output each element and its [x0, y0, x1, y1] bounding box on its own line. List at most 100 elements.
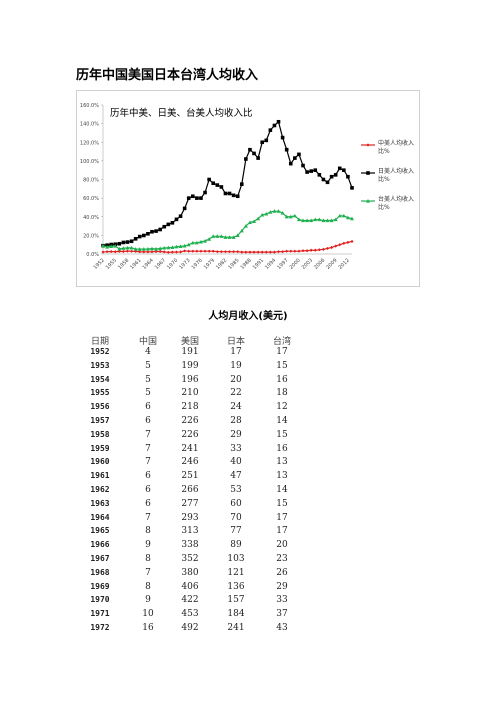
table-cell: 266: [181, 485, 199, 495]
marker: [174, 244, 179, 249]
table-cell: 7: [145, 429, 151, 440]
table-cell: 13: [276, 471, 288, 482]
marker: [268, 128, 273, 132]
table-cell: 1968: [90, 567, 110, 577]
marker: [178, 250, 183, 254]
table-cell: 20: [230, 374, 242, 385]
marker: [142, 233, 146, 238]
table-cell: 241: [181, 443, 199, 454]
marker: [293, 156, 297, 160]
table-cell: 70: [230, 512, 242, 523]
y-tick-label: 140.0%: [80, 122, 99, 128]
table-cell: 19: [230, 360, 242, 371]
table-cell: 47: [230, 471, 242, 482]
table-cell: 1962: [90, 485, 110, 494]
marker: [207, 249, 211, 253]
marker: [215, 183, 220, 187]
marker: [232, 250, 236, 254]
marker: [276, 209, 281, 213]
table-cell: 121: [227, 567, 245, 578]
table-cell: 28: [230, 416, 242, 426]
marker: [305, 218, 310, 223]
marker: [288, 214, 293, 219]
marker: [248, 147, 252, 152]
marker: [125, 245, 130, 250]
marker: [239, 228, 244, 233]
y-tick-label: 20.0%: [83, 233, 99, 239]
table-cell: 199: [181, 360, 199, 371]
marker: [239, 182, 244, 186]
table-cell: 210: [181, 388, 199, 399]
table-cell: 157: [227, 595, 245, 606]
marker: [272, 209, 277, 213]
table-cell: 1959: [90, 443, 110, 453]
marker: [268, 210, 273, 214]
marker: [154, 246, 159, 251]
table-cell: 29: [230, 429, 242, 440]
marker: [338, 243, 342, 247]
marker: [223, 191, 228, 196]
marker: [113, 243, 118, 248]
table-cell: 15: [276, 429, 288, 440]
table-header-cell: 台湾: [272, 337, 291, 347]
table-title: 人均月收入(美元): [208, 311, 288, 322]
table-cell: 218: [181, 402, 199, 413]
y-tick-label: 0.0%: [86, 252, 99, 258]
table-header-cell: 美国: [180, 337, 199, 347]
table-cell: 196: [181, 374, 199, 385]
table-cell: 7: [145, 567, 151, 578]
table-cell: 9: [145, 595, 151, 606]
marker: [133, 237, 138, 241]
marker: [178, 244, 183, 248]
marker: [260, 250, 264, 254]
marker: [284, 214, 289, 219]
table-cell: 251: [181, 471, 199, 482]
table-cell: 22: [230, 388, 242, 399]
document-title: 历年中国美国日本台湾人均收入: [76, 68, 259, 83]
marker: [137, 247, 142, 251]
marker: [145, 246, 150, 251]
table-cell: 1958: [90, 429, 110, 439]
marker: [227, 250, 232, 254]
marker: [272, 123, 277, 128]
marker: [223, 235, 228, 239]
marker: [342, 168, 346, 172]
marker: [276, 119, 281, 124]
table-cell: 18: [276, 388, 288, 399]
table-cell: 23: [276, 554, 288, 564]
marker: [329, 174, 334, 179]
table-cell: 43: [276, 623, 288, 633]
marker: [292, 213, 297, 218]
marker: [154, 229, 158, 233]
table-cell: 226: [181, 416, 199, 426]
marker: [366, 171, 370, 175]
table-cell: 1966: [90, 540, 110, 550]
table-cell: 33: [230, 443, 242, 454]
marker: [350, 216, 354, 221]
table-cell: 7: [145, 512, 151, 523]
marker: [297, 152, 301, 157]
marker: [284, 147, 289, 152]
table-cell: 5: [145, 388, 151, 399]
table-cell: 313: [181, 526, 199, 537]
table-cell: 7: [145, 443, 151, 454]
table-cell: 277: [181, 498, 199, 509]
marker: [125, 249, 130, 253]
table-cell: 184: [227, 609, 245, 620]
y-tick-label: 60.0%: [83, 196, 99, 202]
marker: [207, 177, 211, 182]
table-cell: 380: [181, 567, 199, 578]
legend-label: 台美人均收入比%: [378, 196, 415, 211]
marker: [281, 250, 285, 254]
marker: [125, 240, 130, 244]
table-cell: 60: [230, 498, 242, 509]
marker: [199, 249, 203, 253]
table-cell: 8: [145, 554, 151, 564]
marker: [195, 249, 199, 253]
marker: [170, 245, 175, 249]
marker: [211, 181, 216, 186]
table-cell: 492: [181, 623, 199, 633]
table-cell: 6: [145, 498, 151, 509]
marker: [121, 240, 126, 245]
marker: [288, 161, 293, 166]
